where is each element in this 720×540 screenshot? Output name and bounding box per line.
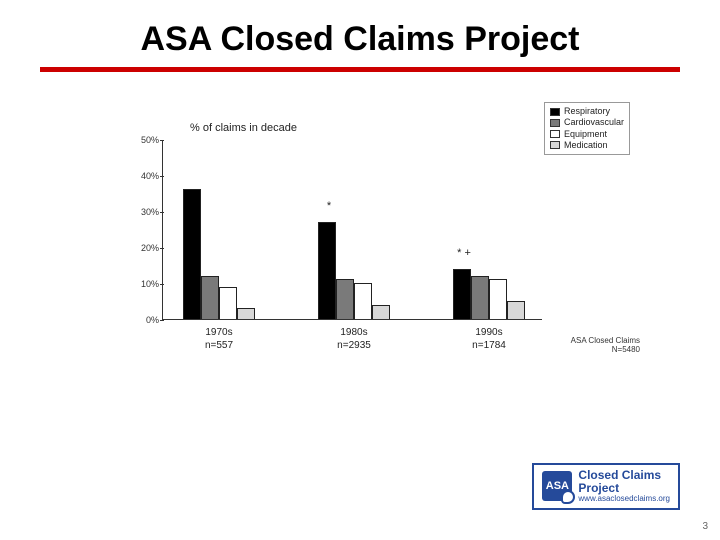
bar-group <box>318 222 390 319</box>
claims-chart: % of claims in decade Respiratory Cardio… <box>100 122 620 382</box>
x-group-label: 1980sn=2935 <box>337 326 371 352</box>
plot-area: 0%10%20%30%40%50%1970sn=557*1980sn=2935*… <box>162 140 542 320</box>
chart-title: % of claims in decade <box>190 122 297 134</box>
bar <box>201 276 219 319</box>
y-tick-label: 20% <box>123 243 159 253</box>
slide: ASA Closed Claims Project % of claims in… <box>0 0 720 540</box>
legend-item: Medication <box>550 140 624 151</box>
bar <box>453 269 471 319</box>
legend-label: Medication <box>564 140 608 151</box>
y-tick-label: 40% <box>123 171 159 181</box>
bar <box>372 305 390 319</box>
logo-line: Project <box>578 482 670 495</box>
legend-swatch <box>550 130 560 138</box>
bar <box>507 301 525 319</box>
legend-swatch <box>550 108 560 116</box>
y-tick-label: 50% <box>123 135 159 145</box>
legend-swatch <box>550 141 560 149</box>
asa-badge-icon: ASA <box>542 471 572 501</box>
closed-claims-logo: ASA Closed Claims Project www.asaclosedc… <box>532 463 680 510</box>
legend-label: Cardiovascular <box>564 117 624 128</box>
y-tick-label: 10% <box>123 279 159 289</box>
x-group-label: 1970sn=557 <box>205 326 233 352</box>
title-rule <box>40 67 680 72</box>
source-line: N=5480 <box>571 345 640 354</box>
legend-swatch <box>550 119 560 127</box>
significance-marker: * <box>327 200 331 212</box>
logo-text: Closed Claims Project www.asaclosedclaim… <box>578 469 670 503</box>
bar <box>354 283 372 319</box>
source-line: ASA Closed Claims <box>571 336 640 345</box>
legend-item: Equipment <box>550 129 624 140</box>
legend-label: Respiratory <box>564 106 610 117</box>
bar <box>237 308 255 319</box>
y-tick-label: 30% <box>123 207 159 217</box>
bar <box>219 287 237 319</box>
page-title: ASA Closed Claims Project <box>40 20 680 65</box>
bar <box>471 276 489 319</box>
bar <box>183 189 201 319</box>
y-tick-label: 0% <box>123 315 159 325</box>
bar-group <box>453 269 525 319</box>
significance-marker: * + <box>457 247 471 259</box>
legend-label: Equipment <box>564 129 607 140</box>
legend-item: Cardiovascular <box>550 117 624 128</box>
chart-legend: Respiratory Cardiovascular Equipment Med… <box>544 102 630 155</box>
bar-group <box>183 189 255 319</box>
page-number: 3 <box>702 521 708 532</box>
bar <box>318 222 336 319</box>
bar <box>336 279 354 319</box>
legend-item: Respiratory <box>550 106 624 117</box>
bar <box>489 279 507 319</box>
chart-source: ASA Closed Claims N=5480 <box>571 336 640 354</box>
shield-icon <box>561 490 575 504</box>
x-group-label: 1990sn=1784 <box>472 326 506 352</box>
logo-url: www.asaclosedclaims.org <box>578 495 670 503</box>
